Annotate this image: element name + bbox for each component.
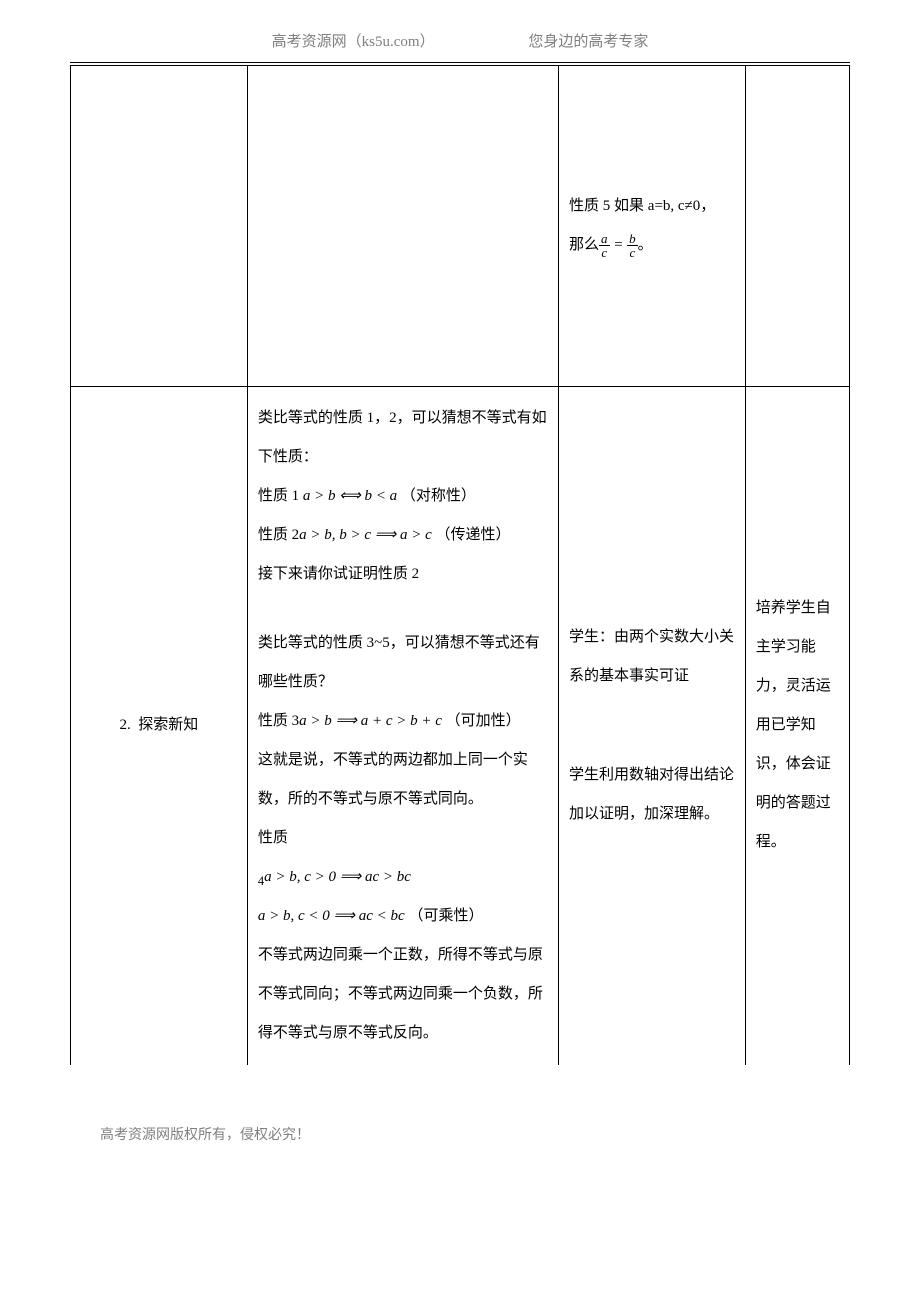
cell-r2-c1: 2. 探索新知 — [71, 386, 247, 1065]
frac-num: a — [599, 232, 610, 246]
prop5-suffix: 。 — [638, 237, 653, 253]
cell-r2-c3: 学生：由两个实数大小关系的基本事实可证 学生利用数轴对得出结论加以证明，加深理解… — [559, 386, 746, 1065]
header-left: 高考资源网（ks5u.com） — [272, 30, 435, 54]
header-rule-1 — [70, 62, 850, 63]
para-analogy-1: 类比等式的性质 1，2，可以猜想不等式有如下性质： — [258, 399, 548, 477]
student-resp-1: 学生：由两个实数大小关系的基本事实可证 — [569, 618, 735, 696]
prop1-note: （对称性） — [401, 488, 476, 504]
property-4-label: 性质 — [258, 819, 548, 858]
table-container: 性质 5 如果 a=b, c≠0， 那么ac = bc。 2. 探索新知 类比等… — [70, 66, 850, 1065]
lesson-table: 性质 5 如果 a=b, c≠0， 那么ac = bc。 2. 探索新知 类比等… — [71, 66, 849, 1065]
para-explain-3: 这就是说，不等式的两边都加上同一个实数，所的不等式与原不等式同向。 — [258, 741, 548, 819]
prop3-label: 性质 3 — [258, 713, 299, 729]
block-1: 类比等式的性质 1，2，可以猜想不等式有如下性质： 性质 1 a > b ⟺ b… — [258, 399, 548, 594]
fraction-ac: ac — [599, 232, 610, 259]
frac-den: c — [599, 246, 610, 259]
cell-r2-c2: 类比等式的性质 1，2，可以猜想不等式有如下性质： 性质 1 a > b ⟺ b… — [247, 386, 558, 1065]
property-2: 性质 2a > b, b > c ⟹ a > c （传递性） — [258, 516, 548, 555]
property-5-line1: 性质 5 如果 a=b, c≠0， — [569, 187, 735, 226]
page-footer: 高考资源网版权所有，侵权必究！ — [0, 1065, 920, 1147]
property-4-line1: 4a > b, c > 0 ⟹ ac > bc — [258, 858, 548, 898]
property-5-line2: 那么ac = bc。 — [569, 226, 735, 265]
prop2-math: a > b, b > c ⟹ a > c — [299, 527, 432, 543]
frac-num: b — [627, 232, 638, 246]
fraction-bc: bc — [627, 232, 638, 259]
equals: = — [613, 237, 627, 253]
property-4-line2: a > b, c < 0 ⟹ ac < bc （可乘性） — [258, 897, 548, 936]
cell-r1-c3: 性质 5 如果 a=b, c≠0， 那么ac = bc。 — [559, 66, 746, 386]
block-2: 类比等式的性质 3~5，可以猜想不等式还有哪些性质？ 性质 3a > b ⟹ a… — [258, 624, 548, 1054]
para-explain-4: 不等式两边同乘一个正数，所得不等式与原不等式同向；不等式两边同乘一个负数，所得不… — [258, 936, 548, 1053]
cell-r1-c4 — [745, 66, 849, 386]
header-right: 您身边的高考专家 — [528, 30, 648, 54]
prop1-math: a > b ⟺ b < a — [303, 488, 397, 504]
para-analogy-2: 类比等式的性质 3~5，可以猜想不等式还有哪些性质？ — [258, 624, 548, 702]
property-3: 性质 3a > b ⟹ a + c > b + c （可加性） — [258, 702, 548, 741]
table-row: 性质 5 如果 a=b, c≠0， 那么ac = bc。 — [71, 66, 849, 386]
prop5-prefix: 那么 — [569, 237, 599, 253]
prop2-label: 性质 2 — [258, 527, 299, 543]
prop4-math2: a > b, c < 0 ⟹ ac < bc — [258, 908, 405, 924]
prop3-math: a > b ⟹ a + c > b + c — [299, 713, 442, 729]
property-1: 性质 1 a > b ⟺ b < a （对称性） — [258, 477, 548, 516]
prop3-note: （可加性） — [446, 713, 521, 729]
prop4-math1: a > b, c > 0 ⟹ ac > bc — [264, 869, 411, 885]
cell-r2-c4: 培养学生自主学习能力，灵活运用已学知识，体会证明的答题过程。 — [745, 386, 849, 1065]
prop4-note: （可乘性） — [408, 908, 483, 924]
para-prove: 接下来请你试证明性质 2 — [258, 555, 548, 594]
cell-r1-c2 — [247, 66, 558, 386]
prop1-label: 性质 1 — [258, 488, 303, 504]
frac-den: c — [627, 246, 638, 259]
prop2-note: （传递性） — [436, 527, 511, 543]
student-resp-2: 学生利用数轴对得出结论加以证明，加深理解。 — [569, 756, 735, 834]
cell-r1-c1 — [71, 66, 247, 386]
page-header: 高考资源网（ks5u.com） 您身边的高考专家 — [0, 0, 920, 62]
table-row: 2. 探索新知 类比等式的性质 1，2，可以猜想不等式有如下性质： 性质 1 a… — [71, 386, 849, 1065]
